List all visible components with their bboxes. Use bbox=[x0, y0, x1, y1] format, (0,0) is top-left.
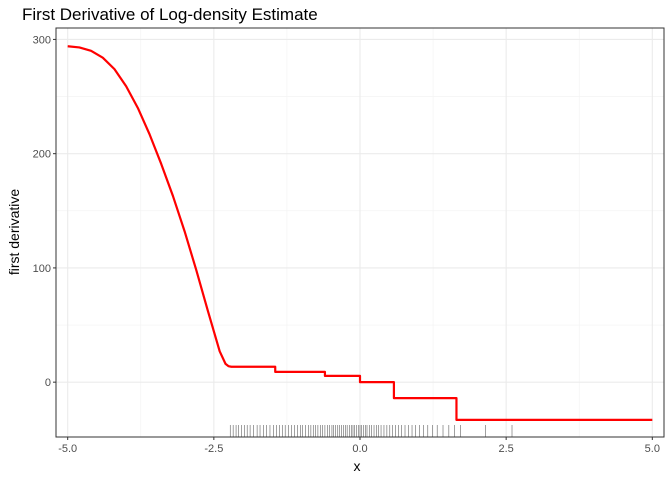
x-tick-label: 0.0 bbox=[352, 443, 367, 455]
y-tick-label: 0 bbox=[45, 377, 51, 389]
x-tick-label: 2.5 bbox=[499, 443, 514, 455]
rug-layer bbox=[229, 425, 513, 437]
y-tick-label: 100 bbox=[33, 263, 51, 275]
y-tick-label: 200 bbox=[33, 149, 51, 161]
x-tick-label: -2.5 bbox=[204, 443, 223, 455]
x-tick-label: 5.0 bbox=[645, 443, 660, 455]
x-axis-title: x bbox=[354, 458, 361, 474]
chart-title: First Derivative of Log-density Estimate bbox=[22, 5, 318, 24]
y-axis-title: first derivative bbox=[6, 189, 22, 276]
y-tick-label: 300 bbox=[33, 34, 51, 46]
x-axis-ticks: -5.0 -2.5 0.0 2.5 5.0 bbox=[58, 437, 660, 455]
y-axis-ticks: 0 100 200 300 bbox=[33, 34, 56, 389]
grid-major bbox=[56, 28, 664, 437]
series-line bbox=[67, 45, 653, 421]
x-tick-label: -5.0 bbox=[58, 443, 77, 455]
